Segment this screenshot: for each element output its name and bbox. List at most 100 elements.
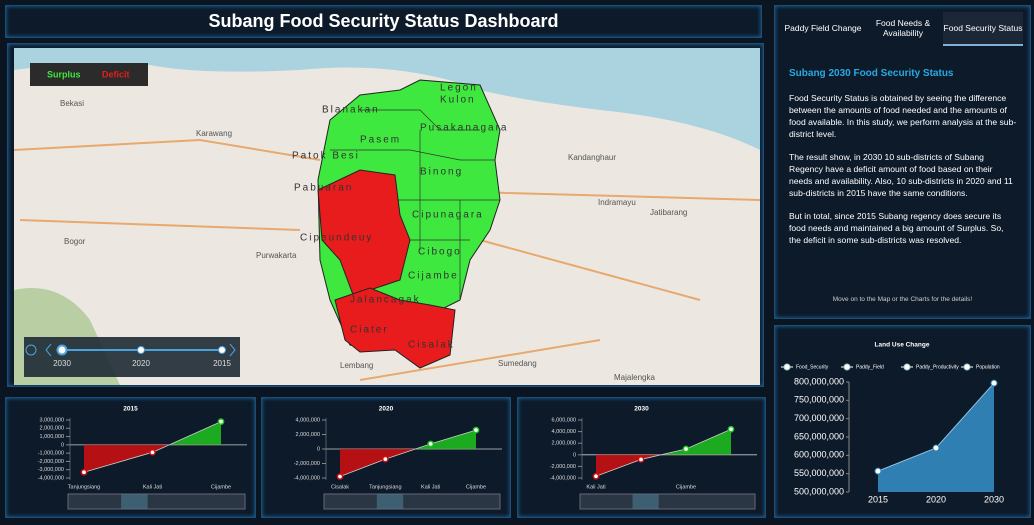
y-tick-label: 0: [573, 452, 576, 458]
y-tick-label: 650,000,000: [794, 431, 844, 441]
tab[interactable]: Food Security Status: [943, 12, 1023, 46]
place-label: Sumedang: [498, 359, 537, 368]
paragraph: The result show, in 2030 10 sub-district…: [789, 152, 1013, 198]
district-label: Ciater: [350, 325, 389, 336]
legend-marker: [843, 363, 851, 371]
timeline-node[interactable]: [56, 344, 68, 356]
x-tick-label: 2020: [926, 494, 946, 504]
zoom-window: [632, 494, 659, 509]
place-label: Bekasi: [60, 99, 84, 108]
legend-marker: [963, 363, 971, 371]
x-tick-label: Cijambe: [676, 484, 696, 490]
y-tick-label: 0: [317, 446, 320, 452]
chart: 2030 6,000,000 4,000,000 2,000,000 0 -2,000,0…: [550, 406, 757, 510]
place-label: Indramayu: [598, 198, 636, 207]
chart: Land Use Change Food_Security Paddy_Field P…: [781, 342, 1004, 504]
legend-item[interactable]: Paddy_Field: [856, 364, 884, 370]
area-positive: [84, 421, 221, 445]
place-labels: Bekasi Karawang Purwakarta Indramayu Kan…: [60, 99, 687, 382]
district-label: Cipeundeuy: [300, 233, 373, 244]
chart-title: Land Use Change: [875, 342, 930, 349]
district-label: Patok Besi: [292, 151, 360, 162]
chart-panel: Land Use Change Food_Security Paddy_Field P…: [774, 325, 1031, 518]
tab[interactable]: Food Needs & Availability: [875, 18, 931, 38]
zoom-slider: [579, 493, 756, 510]
line: [595, 428, 732, 477]
info-panel: Paddy Field Change Food Needs & Availabi…: [774, 5, 1031, 319]
district-label: Cibogo: [418, 247, 462, 258]
deficit-region[interactable]: [317, 169, 411, 301]
y-tick-label: -4,000,000: [294, 475, 320, 481]
y-tick-label: 4,000,000: [296, 417, 320, 423]
district-label: Pusakanagara: [420, 123, 509, 134]
zoom-window: [121, 494, 148, 509]
y-tick-label: 2,000,000: [552, 441, 576, 447]
x-tick-label: 2030: [984, 494, 1004, 504]
y-tick-label: -2,000,000: [38, 459, 64, 465]
place-label: Lembang: [340, 361, 373, 370]
point: [682, 445, 690, 453]
x-tick-label: Tanjungsiang: [68, 484, 100, 490]
x-tick-label: Cijambe: [211, 484, 231, 490]
chart-panel: 2015 3,000,000 2,000,000 1,000,000 0 -1,000,0…: [5, 397, 256, 518]
legend-marker: [903, 363, 911, 371]
point: [637, 456, 645, 463]
y-tick-label: 2,000,000: [40, 426, 64, 432]
y-tick-label: 1,000,000: [40, 434, 64, 440]
chart-title: 2015: [123, 406, 138, 413]
timeline-arrows[interactable]: [45, 343, 236, 357]
x-tick-label: 2015: [868, 494, 888, 504]
point: [472, 426, 480, 434]
x-tick-label: Kali Jati: [586, 484, 605, 490]
chart-panel: 2020 4,000,000 2,000,000 0 -2,000,000 -4,000,…: [261, 397, 511, 518]
x-tick-label: Kali Jati: [421, 484, 440, 490]
timeline-label: 2015: [213, 359, 231, 368]
sea: [14, 48, 760, 150]
tab[interactable]: Paddy Field Change: [784, 23, 862, 33]
legend-item[interactable]: Surplus: [47, 69, 81, 79]
legend-item[interactable]: Deficit: [102, 69, 130, 79]
zoom-slider: [67, 493, 246, 510]
x-tick-label: Kali Jati: [143, 484, 162, 490]
legend-marker: [783, 363, 791, 371]
point: [80, 468, 88, 476]
y-tick-label: 600,000,000: [794, 450, 844, 460]
y-tick-label: -2,000,000: [294, 461, 320, 467]
timeline-label: 2030: [53, 359, 71, 368]
timeline: [24, 337, 240, 377]
district-label: Blanakan: [322, 105, 380, 116]
line: [339, 429, 477, 477]
y-tick-label: -1,000,000: [38, 451, 64, 457]
x-tick-label: Cisalak: [331, 484, 349, 490]
y-tick-label: -4,000,000: [38, 475, 64, 481]
y-tick-label: 3,000,000: [40, 417, 64, 423]
timeline-node[interactable]: [218, 346, 226, 354]
place-label: Bogor: [64, 237, 86, 246]
y-tick-label: 0: [61, 442, 64, 448]
district-label: Cisalak: [408, 340, 455, 351]
zoom-slider: [323, 493, 501, 510]
district-label: Kulon: [440, 95, 476, 106]
play-button[interactable]: [25, 344, 37, 356]
map[interactable]: Legon Kulon Blanakan Pusakanagara Pasem …: [14, 48, 760, 385]
timeline-label: 2020: [132, 359, 150, 368]
y-tick-label: 700,000,000: [794, 413, 844, 423]
chart-title: 2020: [379, 406, 394, 413]
place-label: Kandanghaur: [568, 153, 616, 162]
y-tick-label: 550,000,000: [794, 468, 844, 478]
paragraph: Food Security Status is obtained by seei…: [789, 93, 1017, 139]
deficit-region[interactable]: [334, 287, 456, 369]
roads: [14, 138, 760, 381]
legend-item[interactable]: Population: [976, 364, 1000, 370]
header: Subang Food Security Status Dashboard: [5, 5, 762, 38]
place-label: Majalengka: [614, 373, 655, 382]
area-positive: [596, 429, 731, 455]
y-tick-label: -4,000,000: [550, 475, 576, 481]
legend-item[interactable]: Food_Security: [796, 364, 829, 370]
area-negative: [340, 449, 476, 477]
district-borders: [330, 109, 500, 300]
legend-item[interactable]: Paddy_Productivity: [916, 364, 959, 370]
point: [149, 448, 156, 456]
x-tick-label: Cijambe: [466, 484, 486, 490]
timeline-node[interactable]: [137, 346, 145, 354]
